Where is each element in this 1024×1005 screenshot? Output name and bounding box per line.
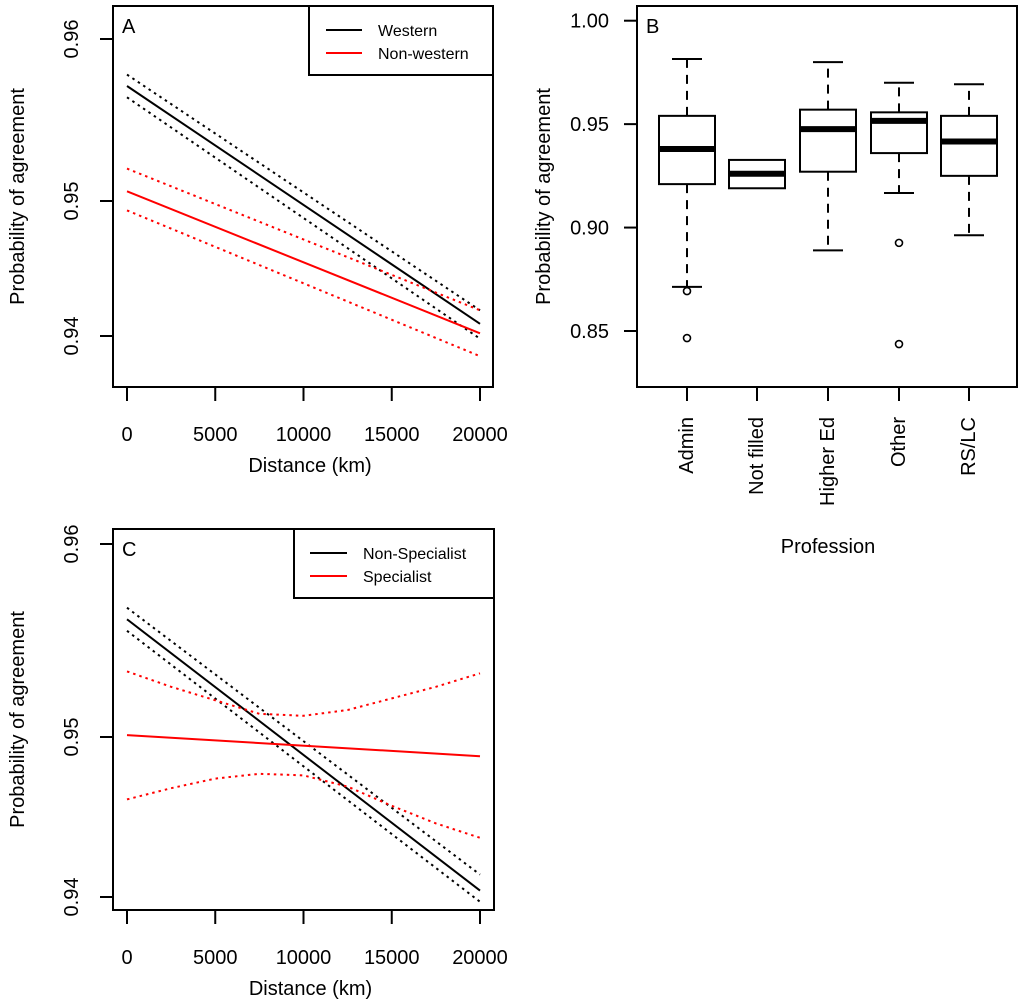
- panel-b-box-rs-lc-iqr: [940, 114, 998, 177]
- panel-b-x-tick-label-rs-lc: RS/LC: [958, 417, 980, 476]
- panel-b-box-higher-ed-iqr: [799, 108, 857, 173]
- panel-a-series-western-upper-ci: [126, 73, 481, 312]
- panel-c-x-axis-title: Distance (km): [249, 978, 372, 1000]
- panel-a-legend-box: [308, 5, 494, 76]
- panel-c-plot-area: [126, 606, 481, 903]
- panel-c-y-axis: 0.94 0.95 0.96: [61, 525, 114, 917]
- panel-a-y-axis-title: Probability of agreement: [7, 88, 29, 305]
- panel-c-x-tick-label: 15000: [364, 947, 420, 969]
- panel-b-y-tick-label: 0.85: [570, 321, 609, 343]
- panel-a-series-western: [126, 85, 481, 325]
- panel-b-x-axis: Admin Not filled Higher Ed Other RS/LC: [676, 386, 980, 506]
- panel-a-series-western-lower-ci: [126, 96, 481, 340]
- panel-b-x-tick-label-higher-ed: Higher Ed: [817, 417, 839, 506]
- panel-c-series-specialist-lower-ci: [126, 772, 481, 839]
- panel-a-series-non-western-lower-ci: [126, 209, 481, 358]
- panel-b-y-tick-label: 0.90: [570, 218, 609, 240]
- panel-c-legend-label-non-specialist: Non-Specialist: [363, 546, 467, 563]
- panel-a-x-tick-label: 20000: [452, 424, 508, 446]
- panel-b-box-not-filled: [728, 158, 786, 190]
- panel-a-x-axis: 0 5000 10000 15000 20000: [121, 386, 508, 446]
- panel-c-x-tick-label: 10000: [276, 947, 332, 969]
- panel-c-legend-box: [293, 528, 495, 599]
- panel-c: C Non-Specialist Specialist 0 5000 10000 150…: [7, 525, 508, 1000]
- panel-b-label: B: [646, 16, 659, 38]
- panel-c-x-tick-label: 5000: [193, 947, 238, 969]
- panel-b-x-tick-label-not-filled: Not filled: [746, 417, 768, 495]
- panel-b-box-admin-outlier: [682, 333, 692, 343]
- panel-b-y-tick-label: 1.00: [570, 11, 609, 33]
- panel-c-series-specialist: [126, 734, 481, 758]
- panel-b-box-higher-ed: [799, 61, 857, 252]
- panel-c-y-tick-label: 0.95: [61, 718, 83, 757]
- panel-b-box-rs-lc: [940, 83, 998, 237]
- panel-c-series-non-specialist: [126, 618, 481, 892]
- panel-b-y-axis-title: Probability of agreement: [533, 88, 555, 305]
- panel-c-series-non-specialist-lower-ci: [126, 630, 481, 903]
- panel-a-x-tick-label: 15000: [364, 424, 420, 446]
- panel-c-series-non-specialist-upper-ci: [126, 606, 481, 876]
- panel-a-y-axis: 0.94 0.95 0.96: [61, 20, 114, 356]
- panel-c-y-tick-label: 0.94: [61, 878, 83, 917]
- panel-b-x-axis-title: Profession: [781, 536, 876, 558]
- panel-b-box-admin-outlier: [682, 286, 692, 296]
- panel-a-x-tick-label: 5000: [193, 424, 238, 446]
- panel-c-y-tick-label: 0.96: [61, 525, 83, 564]
- panel-b-y-tick-label: 0.95: [570, 114, 609, 136]
- panel-b-box-other: [870, 81, 928, 349]
- panel-a: A Western Non-western 0 5000 10000 15000 2000…: [7, 5, 508, 477]
- panel-b-box-other-outlier: [894, 238, 904, 248]
- panel-a-plot-area: [126, 73, 481, 358]
- panel-a-y-tick-label: 0.95: [61, 182, 83, 221]
- panel-b-box-admin: [658, 57, 716, 343]
- panel-a-x-axis-title: Distance (km): [248, 455, 371, 477]
- panel-b-y-axis: 0.85 0.90 0.95 1.00: [570, 11, 638, 343]
- panel-a-series-non-western-upper-ci: [126, 167, 481, 312]
- panel-a-y-tick-label: 0.94: [61, 317, 83, 356]
- panel-a-x-tick-label: 10000: [276, 424, 332, 446]
- panel-c-legend-label-specialist: Specialist: [363, 569, 432, 586]
- panel-c-x-axis: 0 5000 10000 15000 20000: [121, 909, 508, 969]
- panel-a-label: A: [122, 16, 136, 38]
- panel-b-x-tick-label-other: Other: [888, 417, 910, 467]
- panel-a-series-non-western: [126, 190, 481, 335]
- panel-c-series-specialist-upper-ci: [126, 670, 481, 717]
- panel-a-legend-label-western: Western: [378, 23, 437, 40]
- panel-b-x-tick-label-admin: Admin: [676, 417, 698, 474]
- panel-c-y-axis-title: Probability of agreement: [7, 611, 29, 828]
- panel-c-legend: Non-Specialist Specialist: [293, 528, 495, 599]
- panel-b-box-other-outlier: [894, 339, 904, 349]
- panel-a-legend: Western Non-western: [308, 5, 494, 76]
- panel-c-label: C: [122, 539, 136, 561]
- panel-c-x-tick-label: 0: [121, 947, 132, 969]
- panel-b-plot-area: [658, 57, 998, 349]
- panel-a-legend-label-non-western: Non-western: [378, 46, 469, 63]
- panel-b: B Admin Not filled Higher Ed Other RS/LC 0.8…: [533, 5, 1018, 558]
- panel-a-y-tick-label: 0.96: [61, 20, 83, 59]
- panel-c-x-tick-label: 20000: [452, 947, 508, 969]
- panel-a-x-tick-label: 0: [121, 424, 132, 446]
